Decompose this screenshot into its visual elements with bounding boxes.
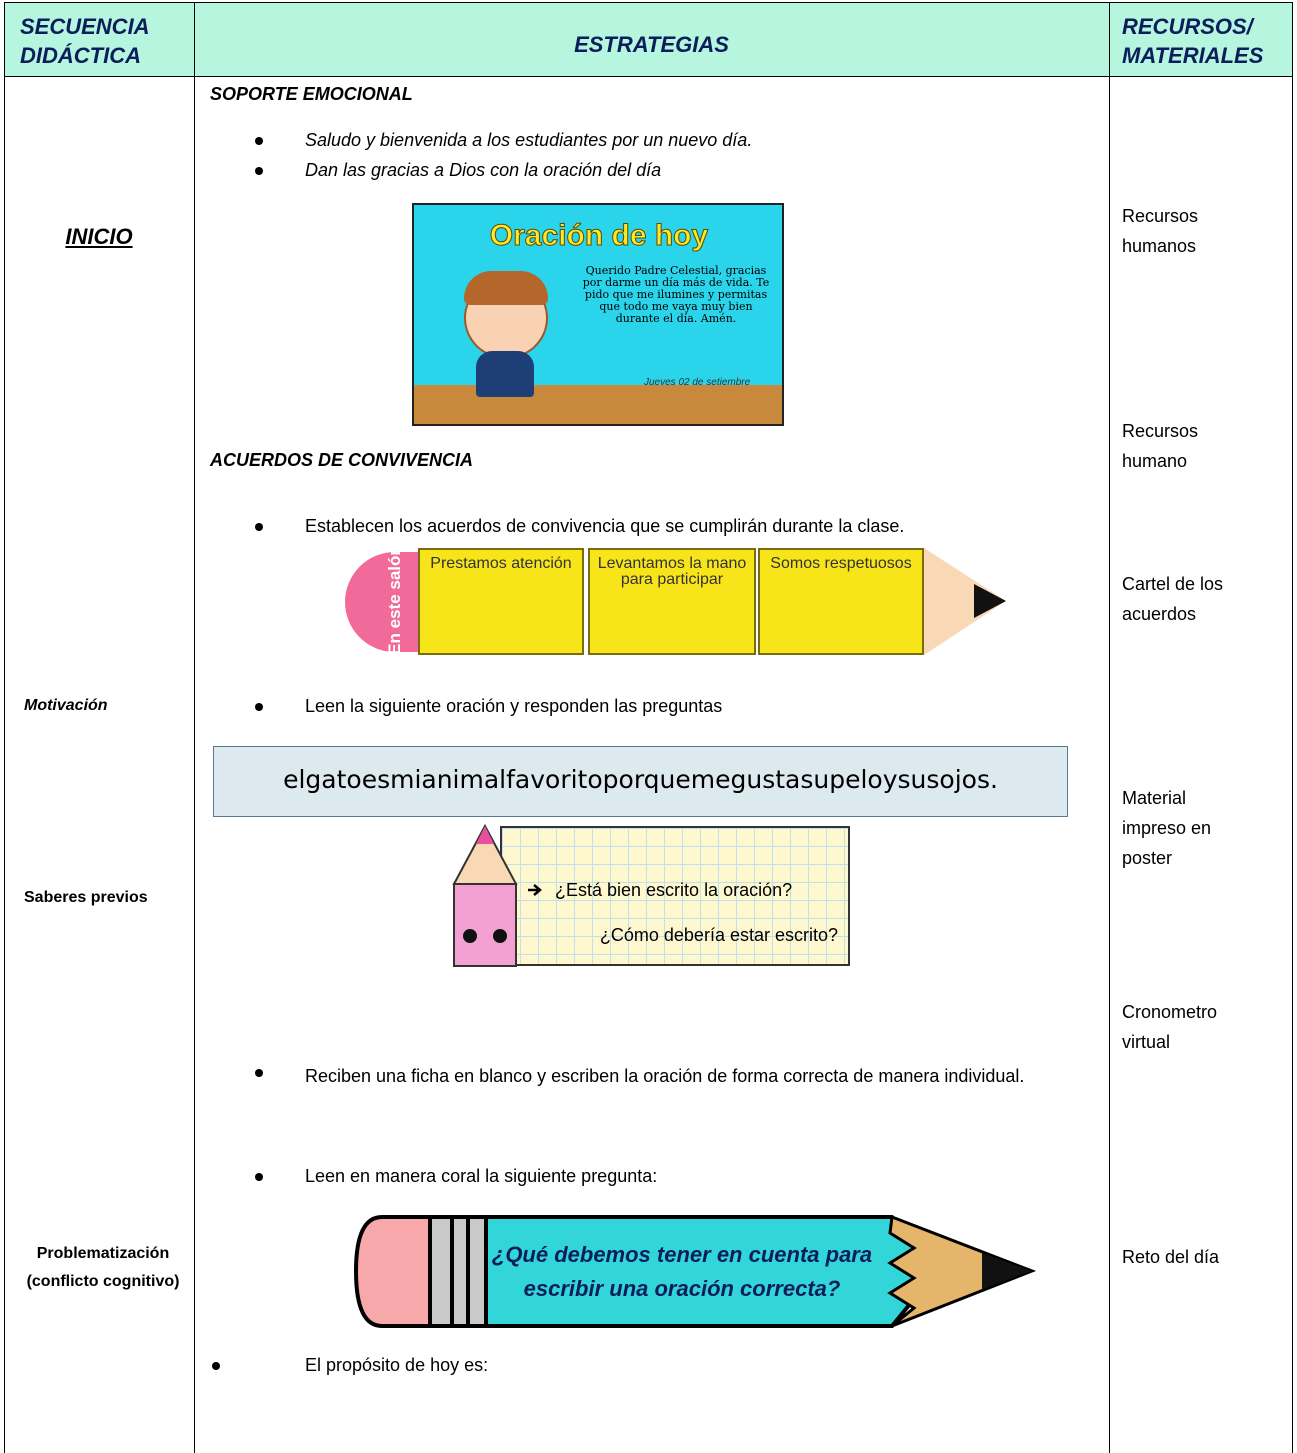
header-row — [4, 2, 1293, 76]
pencil-character — [452, 824, 518, 967]
question: ¿Cómo debería estar escrito? — [599, 925, 838, 945]
stage-inicio: INICIO — [65, 224, 133, 249]
question: ¿Está bien escrito la oración? — [555, 880, 793, 900]
resource: Reto del día — [1122, 1247, 1220, 1267]
floor — [414, 385, 782, 424]
list-item: Saludo y bienvenida a los estudiantes po… — [305, 130, 753, 150]
prayer-text: Querido Padre Celestial, gracias por dar… — [582, 264, 770, 325]
list-item: El propósito de hoy es: — [305, 1355, 489, 1375]
header-resources: RECURSOS/ MATERIALES — [1122, 14, 1264, 68]
banner-tip — [924, 548, 1006, 655]
header-strategies: ESTRATEGIAS — [574, 32, 729, 57]
arrow — [528, 884, 542, 896]
stage: Problematización (conflicto cognitivo) — [26, 1245, 180, 1290]
list-item: Leen en manera coral la siguiente pregun… — [305, 1166, 658, 1186]
bullet — [255, 703, 263, 711]
question-pencil — [353, 1214, 1036, 1328]
bullet — [255, 167, 263, 175]
bullet — [255, 1173, 263, 1181]
section-title: SOPORTE EMOCIONAL — [210, 84, 413, 104]
child-hair — [464, 271, 548, 305]
banner-eraser — [345, 552, 425, 652]
list-item: Establecen los acuerdos de convivencia q… — [305, 516, 905, 536]
stage: Motivación — [24, 697, 108, 714]
resource: Cronometro virtual — [1122, 1002, 1218, 1052]
prayer-image: Oración de hoy Querido Padre Celestial, … — [412, 203, 784, 426]
prayer-title: Oración de hoy — [489, 219, 709, 253]
col-line — [194, 2, 195, 1453]
bullet — [212, 1362, 220, 1370]
banner-label: En este salón — [385, 545, 404, 655]
col-line — [1109, 2, 1110, 1453]
banner-panel: Somos respetuosos — [758, 548, 924, 655]
bullet — [255, 137, 263, 145]
bullet — [255, 1069, 263, 1077]
list-item: Reciben una ficha en blanco y escriben l… — [305, 1066, 1025, 1086]
resource: Recursos humanos — [1122, 206, 1199, 256]
child-body — [476, 351, 534, 397]
stage: Saberes previos — [24, 889, 148, 906]
banner-panel: Prestamos atención — [418, 548, 584, 655]
resource: Material impreso en poster — [1122, 788, 1212, 868]
table-border — [4, 2, 1293, 1453]
section-title: ACUERDOS DE CONVIVENCIA — [210, 450, 474, 470]
row-line — [4, 76, 1293, 77]
resource: Recursos humano — [1122, 421, 1199, 471]
question-card — [500, 826, 850, 966]
bullet — [255, 523, 263, 531]
list-item: Leen la siguiente oración y responden la… — [305, 696, 723, 716]
header-sequence: SECUENCIA DIDÁCTICA — [20, 14, 149, 68]
list-item: Dan las gracias a Dios con la oración de… — [305, 160, 662, 180]
prayer-date: Jueves 02 de setiembre — [644, 377, 751, 388]
sentence-box: elgatoesmianimalfavoritoporquemegustasup… — [213, 746, 1068, 817]
problem-question: ¿Qué debemos tener en cuenta para escrib… — [491, 1242, 873, 1301]
resource: Cartel de los acuerdos — [1122, 574, 1224, 624]
banner-panel: Levantamos la mano para participar — [588, 548, 756, 655]
